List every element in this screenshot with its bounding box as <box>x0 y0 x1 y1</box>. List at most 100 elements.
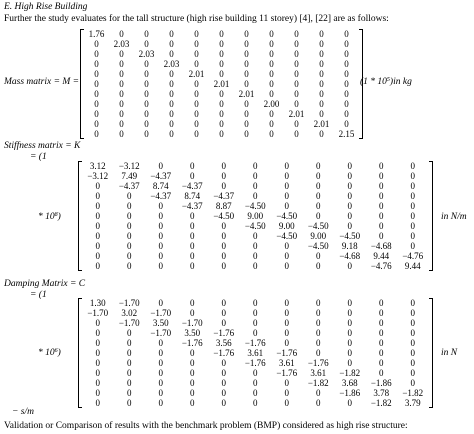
matrix-cell: 0 <box>127 241 132 251</box>
matrix-cell: 0 <box>410 348 416 358</box>
matrix-cell: 0 <box>158 358 164 368</box>
matrix-cell: 0 <box>284 308 290 318</box>
matrix-cell: 0 <box>410 211 416 221</box>
matrix-cell: 0 <box>269 49 274 59</box>
matrix-cell: 0 <box>119 79 124 89</box>
matrix-cell: −1.76 <box>213 348 235 358</box>
matrix-cell: 0 <box>347 261 353 271</box>
matrix-cell: 0 <box>219 69 224 79</box>
matrix-row: 0 0 0 0 0 0 0 0 0 0 2.15 <box>84 129 359 139</box>
matrix-cell: 0 <box>319 39 324 49</box>
matrix-cell: 0 <box>119 119 124 129</box>
matrix-cell: 0 <box>379 191 384 201</box>
matrix-row: 0 0 0 −1.76 3.56 −1.76 0 0 0 0 0 <box>82 338 429 348</box>
matrix-cell: −4.37 <box>213 191 235 201</box>
matrix-cell: 0 <box>319 59 324 69</box>
damping-scale: * 106) <box>38 348 61 358</box>
matrix-cell: 0 <box>144 99 149 109</box>
matrix-cell: 0 <box>158 388 164 398</box>
scale-text: * 10 <box>38 348 55 358</box>
mass-unit: (1 * 105)in kg <box>360 77 412 87</box>
matrix-cell: −1.70 <box>150 308 172 318</box>
damping-unit: in N <box>441 348 458 358</box>
matrix-cell: −1.70 <box>118 318 140 328</box>
stiffness-label: Stiffness matrix = K <box>4 141 81 151</box>
matrix-cell: 0 <box>319 29 324 39</box>
matrix-cell: 0 <box>127 378 132 388</box>
matrix-cell: 0 <box>347 358 353 368</box>
matrix-cell: 0 <box>316 181 321 191</box>
matrix-cell: 0 <box>284 171 290 181</box>
matrix-cell: 8.87 <box>215 201 232 211</box>
matrix-cell: −4.76 <box>370 261 392 271</box>
matrix-cell: 0 <box>379 231 384 241</box>
matrix-cell: 0 <box>319 99 324 109</box>
matrix-cell: 0 <box>253 308 258 318</box>
matrix-cell: 0 <box>95 181 101 191</box>
matrix-cell: 0 <box>127 338 132 348</box>
matrix-cell: 0 <box>269 119 274 129</box>
matrix-cell: 0 <box>410 161 416 171</box>
matrix-cell: 3.78 <box>373 388 390 398</box>
matrix-cell: 0 <box>294 69 299 79</box>
matrix-cell: 0 <box>95 358 101 368</box>
matrix-cell: 3.02 <box>121 308 138 318</box>
matrix-cell: 0 <box>379 171 384 181</box>
matrix-cell: 0 <box>284 241 290 251</box>
matrix-cell: 0 <box>127 261 132 271</box>
matrix-cell: 0 <box>144 129 149 139</box>
matrix-cell: 0 <box>316 211 321 221</box>
matrix-cell: 0 <box>95 388 101 398</box>
matrix-cell: 0 <box>244 119 249 129</box>
matrix-cell: 0 <box>190 388 195 398</box>
matrix-cell: 0 <box>221 308 227 318</box>
matrix-cell: 0 <box>94 49 99 59</box>
matrix-cell: 0 <box>158 221 164 231</box>
matrix-cell: 0 <box>379 368 384 378</box>
matrix-cell: 0 <box>221 251 227 261</box>
matrix-cell: −1.82 <box>307 378 329 388</box>
matrix-cell: 0 <box>244 109 249 119</box>
matrix-cell: 0 <box>169 69 174 79</box>
matrix-cell: 0 <box>269 79 274 89</box>
matrix-cell: 9.44 <box>404 261 421 271</box>
matrix-cell: 0 <box>221 231 227 241</box>
matrix-cell: 0 <box>158 398 164 408</box>
matrix-cell: 0 <box>95 348 101 358</box>
matrix-cell: 7.49 <box>121 171 138 181</box>
matrix-cell: 0 <box>127 398 132 408</box>
matrix-cell: −1.76 <box>276 348 298 358</box>
matrix-cell: 0 <box>379 358 384 368</box>
matrix-cell: 0 <box>347 298 353 308</box>
matrix-cell: −1.86 <box>339 388 361 398</box>
unit-text: )in kg <box>389 77 412 87</box>
matrix-cell: 0 <box>95 368 101 378</box>
matrix-cell: 0 <box>269 59 274 69</box>
matrix-cell: 9.00 <box>247 211 264 221</box>
matrix-cell: 0 <box>190 261 195 271</box>
matrix-cell: 0 <box>127 191 132 201</box>
matrix-cell: 0 <box>95 191 101 201</box>
matrix-cell: 2.15 <box>338 129 355 139</box>
matrix-cell: 0 <box>95 241 101 251</box>
matrix-cell: 3.50 <box>152 318 169 328</box>
matrix-table: 3.12 −3.12 0 0 0 0 0 0 0 0 0 −3.12 7.49 −4.37 0 0 0 0 0 0 0 0… <box>82 161 429 271</box>
matrix-cell: 0 <box>158 348 164 358</box>
matrix-cell: 0 <box>253 318 258 328</box>
mass-matrix: 1.76 0 0 0 0 0 0 0 0 0 0 0 2.03 0 0 0 0 0 0 0 0 0 0 0 2.03 0 0 0 0 0 0… <box>80 29 363 139</box>
matrix-cell: 0 <box>284 201 290 211</box>
matrix-cell: 0 <box>344 29 349 39</box>
matrix-cell: 0 <box>221 171 227 181</box>
matrix-cell: 0 <box>221 261 227 271</box>
matrix-cell: −4.68 <box>370 241 392 251</box>
matrix-cell: 0 <box>253 368 258 378</box>
matrix-cell: 0 <box>219 39 224 49</box>
matrix-cell: 0 <box>95 261 101 271</box>
matrix-cell: 0 <box>347 181 353 191</box>
matrix-cell: 0 <box>244 99 249 109</box>
matrix-cell: 0 <box>190 241 195 251</box>
matrix-cell: 0 <box>316 348 321 358</box>
matrix-row: 0 0 0 0 0 0 0 2.00 0 0 0 <box>84 99 359 109</box>
matrix-cell: 0 <box>269 69 274 79</box>
